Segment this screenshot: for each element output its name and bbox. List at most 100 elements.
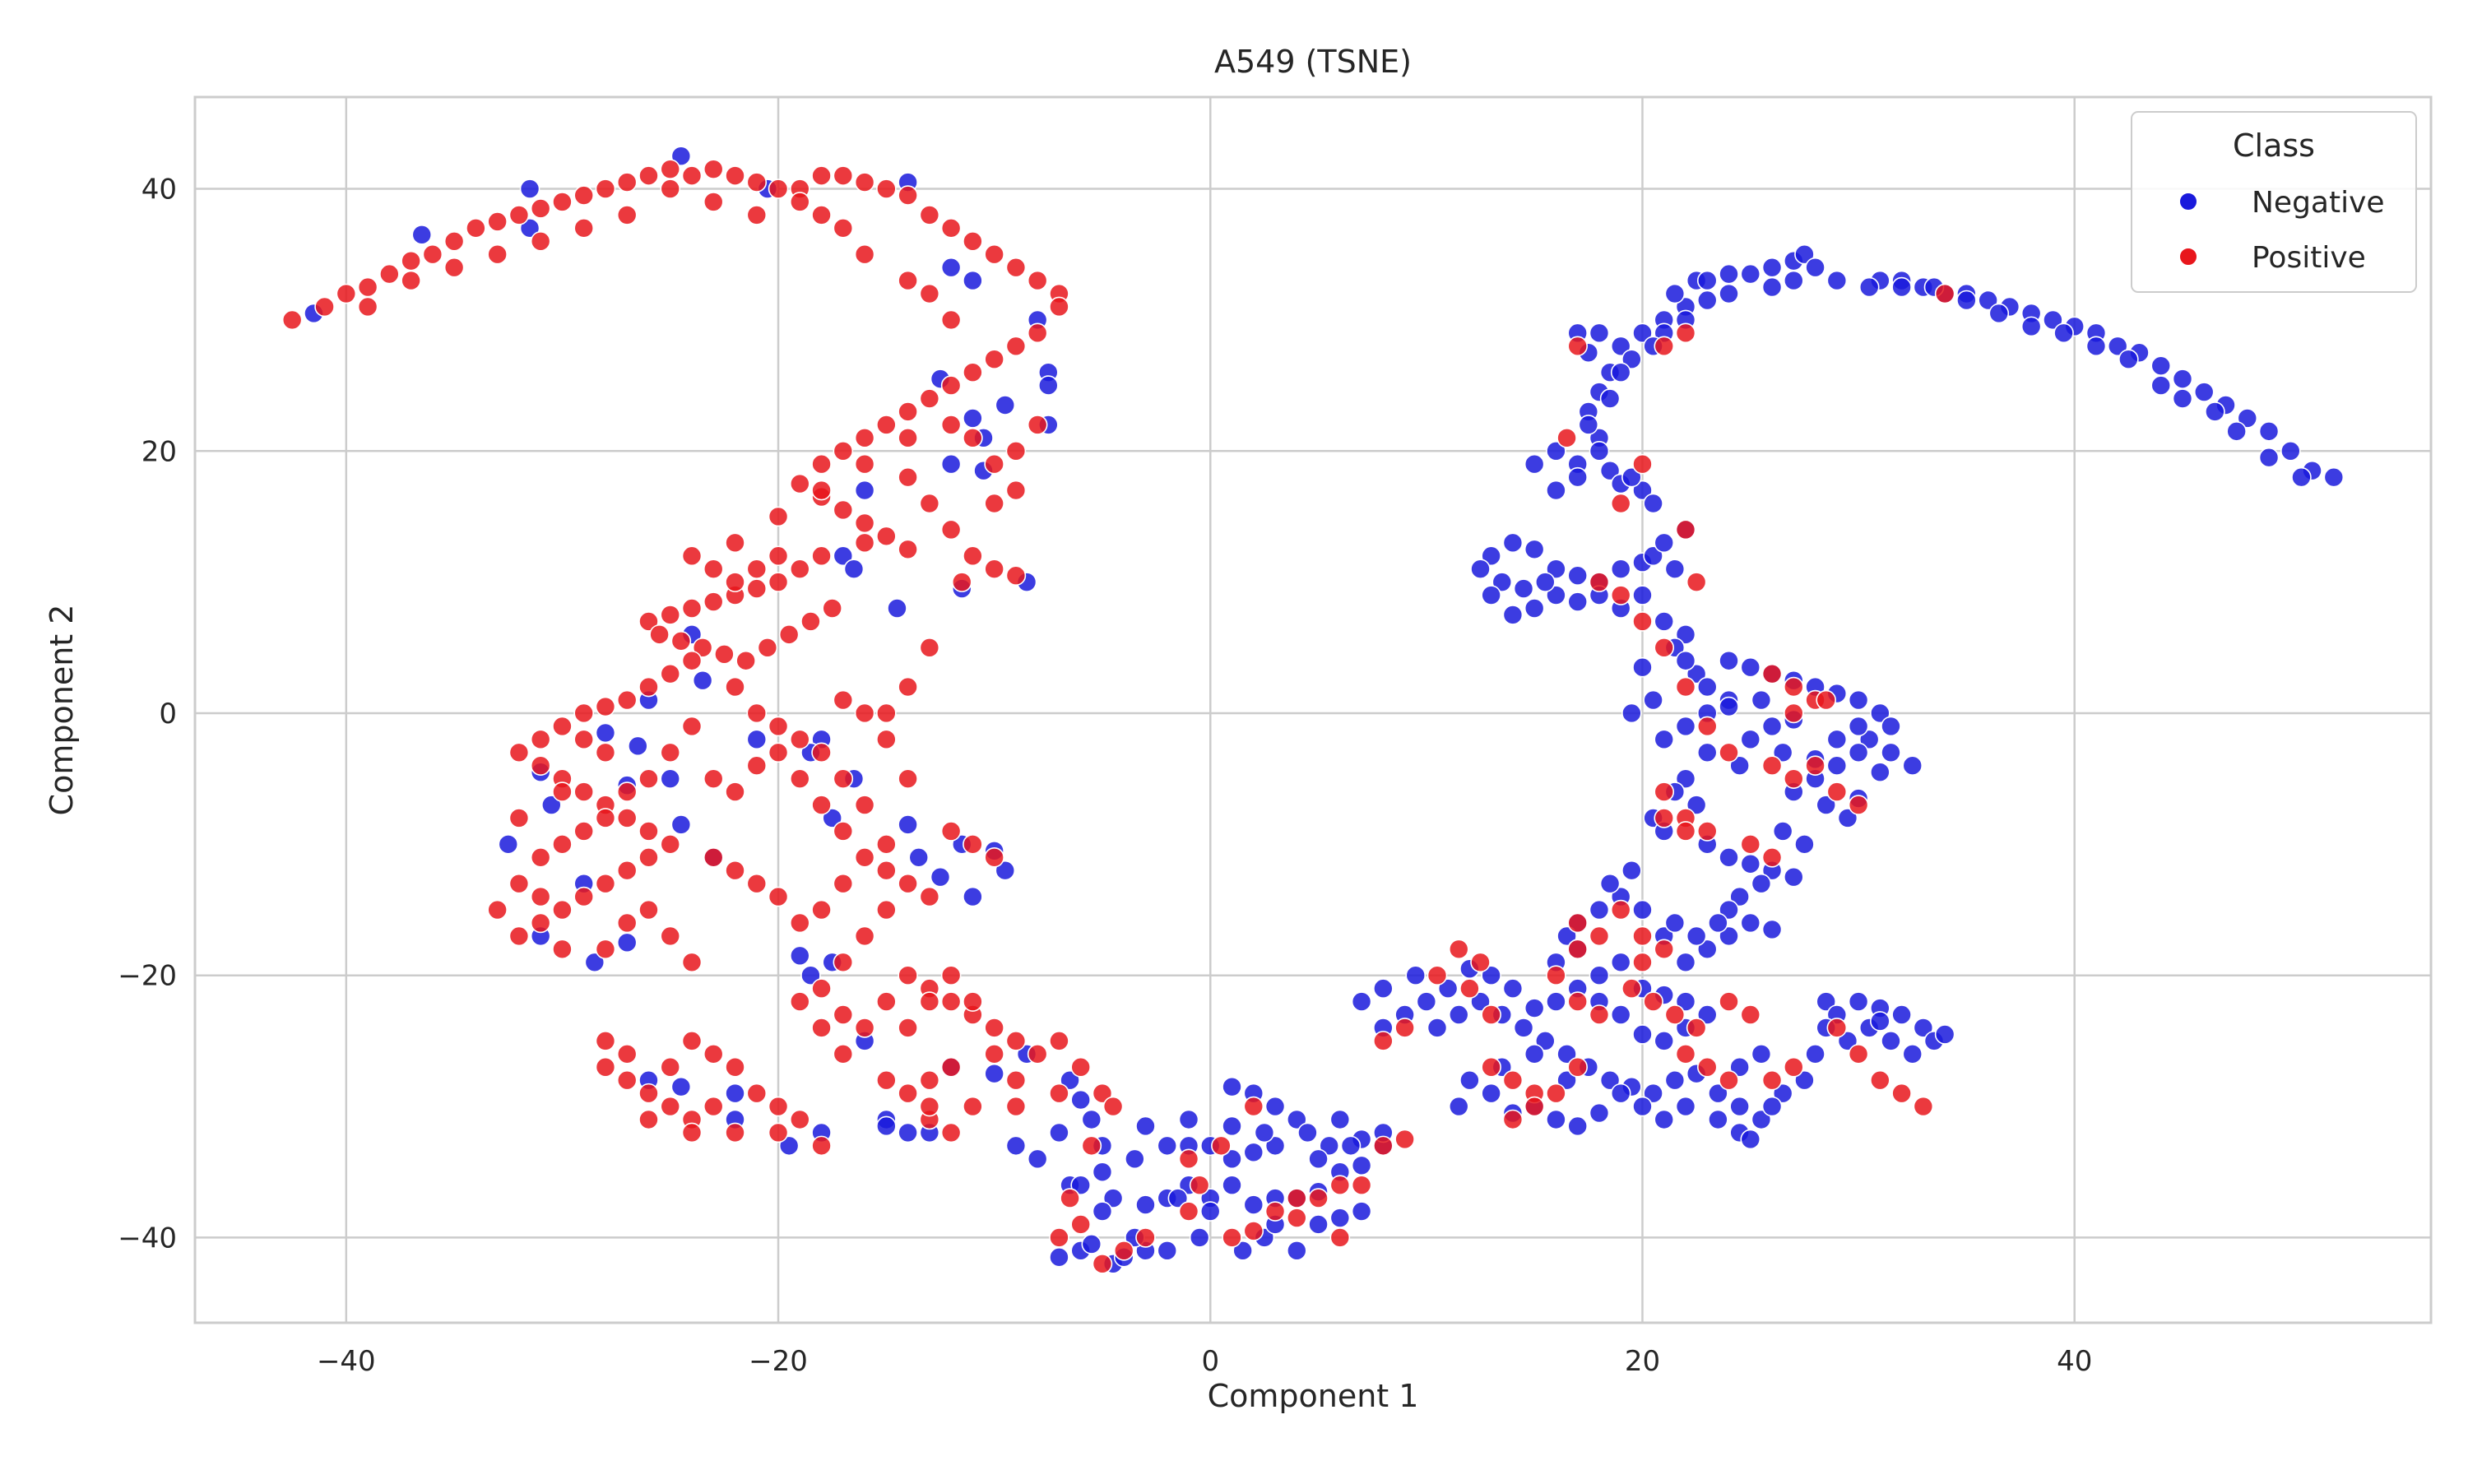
data-point-positive [1005, 1069, 1027, 1091]
data-point-negative [1481, 545, 1501, 567]
data-point-negative [1610, 362, 1631, 383]
data-point-negative [1696, 676, 1718, 698]
data-point-positive [833, 440, 854, 461]
data-point-positive [833, 768, 854, 789]
data-point-positive [919, 991, 940, 1012]
data-point-positive [876, 729, 897, 750]
data-point-negative [1794, 1069, 1815, 1091]
data-point-positive [703, 846, 724, 868]
data-point-positive [530, 198, 551, 219]
data-point-positive [1567, 991, 1588, 1012]
data-point-positive [854, 512, 875, 534]
data-point-positive [379, 263, 400, 285]
data-point-positive [768, 1096, 789, 1117]
data-point-negative [1610, 559, 1631, 579]
data-point-positive [508, 873, 530, 894]
data-point-positive [1654, 638, 1675, 658]
data-point-negative [1740, 729, 1761, 750]
data-point-positive [1102, 1096, 1124, 1117]
data-point-positive [1761, 663, 1783, 684]
data-point-positive [670, 631, 692, 652]
data-point-negative [1848, 991, 1869, 1012]
data-point-positive [681, 165, 703, 186]
data-point-negative [1027, 1148, 1048, 1170]
data-point-negative [1567, 466, 1588, 488]
data-point-negative [1761, 276, 1783, 298]
data-point-negative [833, 545, 854, 567]
data-point-negative [1092, 1162, 1113, 1183]
data-point-positive [898, 428, 918, 448]
data-point-positive [573, 781, 594, 802]
data-point-positive [984, 559, 1004, 579]
data-point-negative [1740, 912, 1761, 934]
data-point-positive [1070, 1214, 1091, 1235]
data-point-negative [1351, 1155, 1372, 1176]
data-point-negative [1826, 270, 1848, 291]
data-point-positive [660, 159, 681, 179]
data-point-negative [930, 866, 951, 888]
data-point-positive [790, 991, 810, 1012]
data-point-positive [1913, 1096, 1934, 1117]
plot-area-background [195, 97, 2431, 1323]
data-point-negative [984, 1063, 1004, 1084]
data-point-negative [2205, 401, 2225, 422]
data-point-negative [1686, 925, 1707, 947]
legend-box [2131, 111, 2417, 293]
data-point-positive [746, 578, 768, 599]
data-point-negative [1740, 853, 1761, 874]
data-point-positive [703, 1044, 724, 1064]
data-point-positive [725, 572, 745, 592]
data-point-positive [898, 965, 918, 986]
data-point-positive [681, 1122, 703, 1143]
data-point-positive [940, 519, 962, 540]
data-point-negative [670, 814, 692, 835]
data-point-positive [1567, 939, 1588, 960]
data-point-positive [1654, 336, 1675, 357]
data-point-positive [1546, 965, 1566, 986]
data-point-positive [401, 270, 421, 291]
data-point-negative [1610, 952, 1631, 973]
data-point-positive [940, 821, 962, 842]
data-point-negative [1826, 755, 1848, 777]
data-point-positive [811, 978, 832, 999]
data-point-negative [1589, 965, 1610, 986]
data-point-negative [1643, 689, 1663, 711]
data-point-positive [616, 689, 638, 711]
legend-label-positive: Positive [2252, 241, 2366, 275]
data-point-positive [898, 1083, 918, 1104]
data-point-negative [908, 846, 930, 868]
data-point-negative [1589, 899, 1610, 921]
data-point-negative [660, 768, 681, 789]
data-point-positive [854, 925, 875, 947]
data-point-positive [552, 939, 573, 960]
data-point-negative [725, 1083, 745, 1104]
data-point-positive [1719, 991, 1739, 1012]
data-point-positive [616, 912, 638, 934]
data-point-negative [1761, 257, 1783, 278]
data-point-negative [1719, 650, 1739, 671]
data-point-positive [1848, 795, 1869, 815]
data-point-positive [725, 165, 745, 186]
data-point-positive [1178, 1201, 1199, 1222]
data-point-positive [1189, 1175, 1210, 1195]
data-point-positive [898, 873, 918, 894]
data-point-negative [1794, 834, 1815, 855]
data-point-negative [1567, 565, 1588, 586]
data-point-positive [573, 185, 594, 206]
data-point-negative [1599, 1069, 1621, 1091]
data-point-positive [1470, 952, 1491, 973]
data-point-negative [1784, 270, 1804, 291]
data-point-negative [1632, 585, 1653, 605]
data-point-negative [1437, 978, 1459, 999]
data-point-positive [466, 218, 486, 239]
data-point-positive [1816, 689, 1836, 711]
data-point-positive [357, 296, 378, 318]
data-point-positive [638, 165, 659, 186]
data-point-positive [1222, 1227, 1242, 1248]
data-point-negative [1470, 991, 1491, 1012]
data-point-negative [1654, 611, 1675, 632]
data-point-negative [995, 860, 1016, 881]
data-point-negative [411, 225, 433, 245]
data-point-positive [1287, 1188, 1307, 1208]
data-point-negative [1751, 873, 1772, 894]
